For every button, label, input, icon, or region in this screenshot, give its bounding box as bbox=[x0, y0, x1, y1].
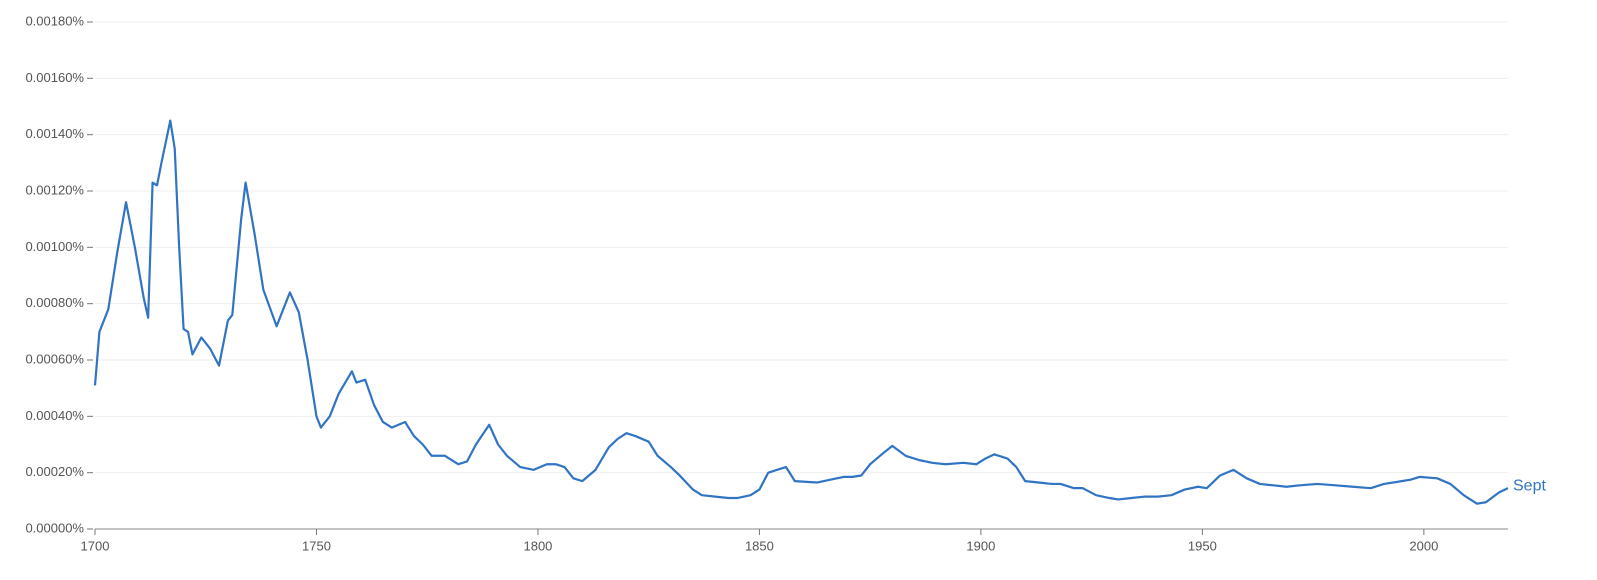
y-tick-label: 0.00120% bbox=[25, 182, 84, 197]
y-tick-label: 0.00060% bbox=[25, 351, 84, 366]
x-tick-label: 1950 bbox=[1188, 538, 1217, 553]
x-tick-label: 1850 bbox=[745, 538, 774, 553]
x-tick-label: 1800 bbox=[523, 538, 552, 553]
y-tick-label: 0.00180% bbox=[25, 13, 84, 28]
y-tick-label: 0.00040% bbox=[25, 408, 84, 423]
y-tick-label: 0.00100% bbox=[25, 239, 84, 254]
x-tick-label: 1900 bbox=[966, 538, 995, 553]
y-tick-label: 0.00160% bbox=[25, 70, 84, 85]
y-tick-label: 0.00080% bbox=[25, 295, 84, 310]
x-tick-label: 1700 bbox=[81, 538, 110, 553]
y-tick-label: 0.00020% bbox=[25, 464, 84, 479]
series-label: Sept bbox=[1513, 477, 1546, 494]
x-tick-label: 1750 bbox=[302, 538, 331, 553]
y-tick-label: 0.00000% bbox=[25, 520, 84, 535]
series-line bbox=[93, 119, 1509, 505]
x-tick-label: 2000 bbox=[1409, 538, 1438, 553]
y-tick-label: 0.00140% bbox=[25, 126, 84, 141]
